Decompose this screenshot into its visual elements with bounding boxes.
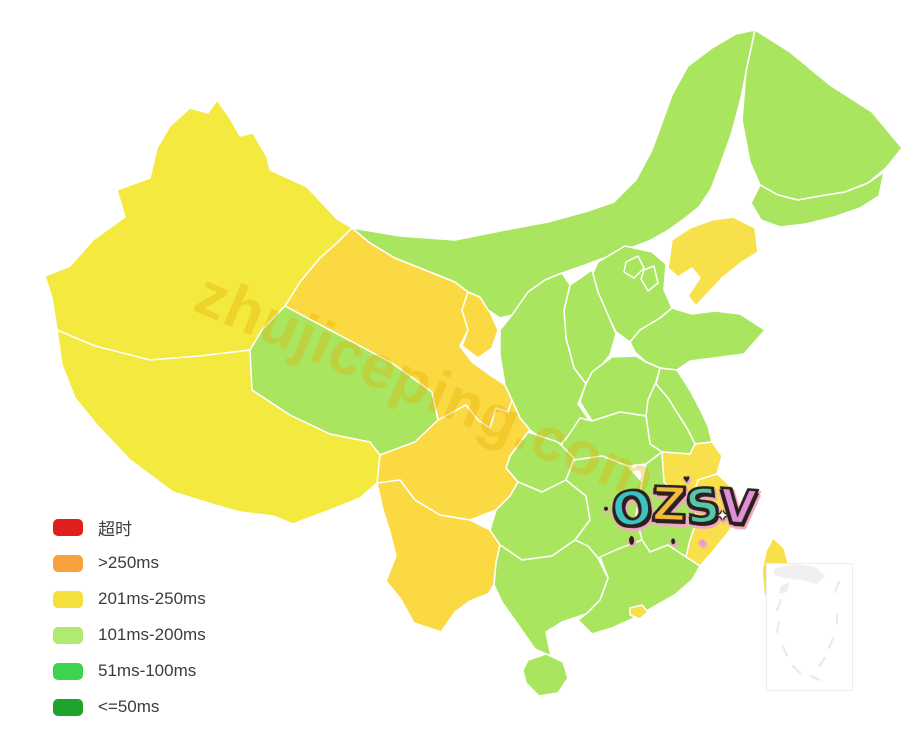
province-neimenggu[interactable] — [351, 29, 756, 319]
province-yunnan[interactable] — [376, 479, 501, 633]
sparkle-icon: ✦ — [716, 507, 730, 525]
legend-item-51-100[interactable]: 51ms-100ms — [53, 653, 206, 689]
dash-line — [776, 599, 782, 611]
heart-icon: ♥ — [682, 471, 691, 487]
legend-swatch — [53, 554, 83, 572]
legend-item-201-250[interactable]: 201ms-250ms — [53, 581, 206, 617]
province-shandong[interactable] — [629, 307, 766, 371]
legend-label: <=50ms — [98, 697, 160, 716]
province-beijing[interactable] — [623, 255, 645, 279]
dash-line — [782, 645, 788, 657]
south-china-sea-inset — [766, 563, 853, 691]
legend-swatch — [53, 518, 83, 536]
dash-line — [828, 637, 834, 649]
dash-line — [776, 621, 780, 633]
ozsv-letter-z: Z — [650, 476, 688, 535]
legend-label: 超时 — [98, 519, 132, 539]
legend-item-gt250[interactable]: >250ms — [53, 545, 206, 581]
dash-line — [834, 581, 840, 593]
dash-line — [810, 675, 820, 681]
legend-label: 51ms-100ms — [98, 661, 197, 680]
legend-label: >250ms — [98, 553, 159, 572]
dash-line — [792, 665, 802, 675]
province-liaoning[interactable] — [667, 216, 759, 307]
province-hainan[interactable] — [522, 653, 569, 697]
paint-drip — [628, 535, 635, 545]
ozsv-letter-o: O — [607, 478, 658, 541]
province-heilongjiang[interactable] — [741, 29, 903, 201]
paint-drip — [671, 538, 676, 545]
province-jilin[interactable] — [750, 171, 885, 228]
legend-swatch — [53, 662, 83, 680]
legend-swatch — [53, 626, 83, 644]
legend-item-le50[interactable]: <=50ms — [53, 689, 206, 725]
dash-line — [818, 657, 826, 667]
province-hongkong[interactable] — [629, 604, 649, 620]
legend-item-101-200[interactable]: 101ms-200ms — [53, 617, 206, 653]
legend-swatch — [53, 590, 83, 608]
legend-label: 201ms-250ms — [98, 589, 206, 608]
legend: 超时 >250ms 201ms-250ms 101ms-200ms 51ms-1… — [53, 509, 206, 725]
province-tianjin[interactable] — [640, 265, 659, 292]
legend-swatch — [53, 698, 83, 716]
inset-coastline — [773, 564, 825, 584]
legend-item-timeout[interactable]: 超时 — [53, 509, 206, 545]
ozsv-logo: OZSV ♥ ✦ — [603, 472, 759, 546]
province-xizang[interactable] — [56, 329, 381, 525]
legend-label: 101ms-200ms — [98, 625, 206, 644]
province-guangxi[interactable] — [493, 539, 609, 657]
inset-island — [779, 582, 789, 594]
inset-islands — [773, 564, 840, 681]
